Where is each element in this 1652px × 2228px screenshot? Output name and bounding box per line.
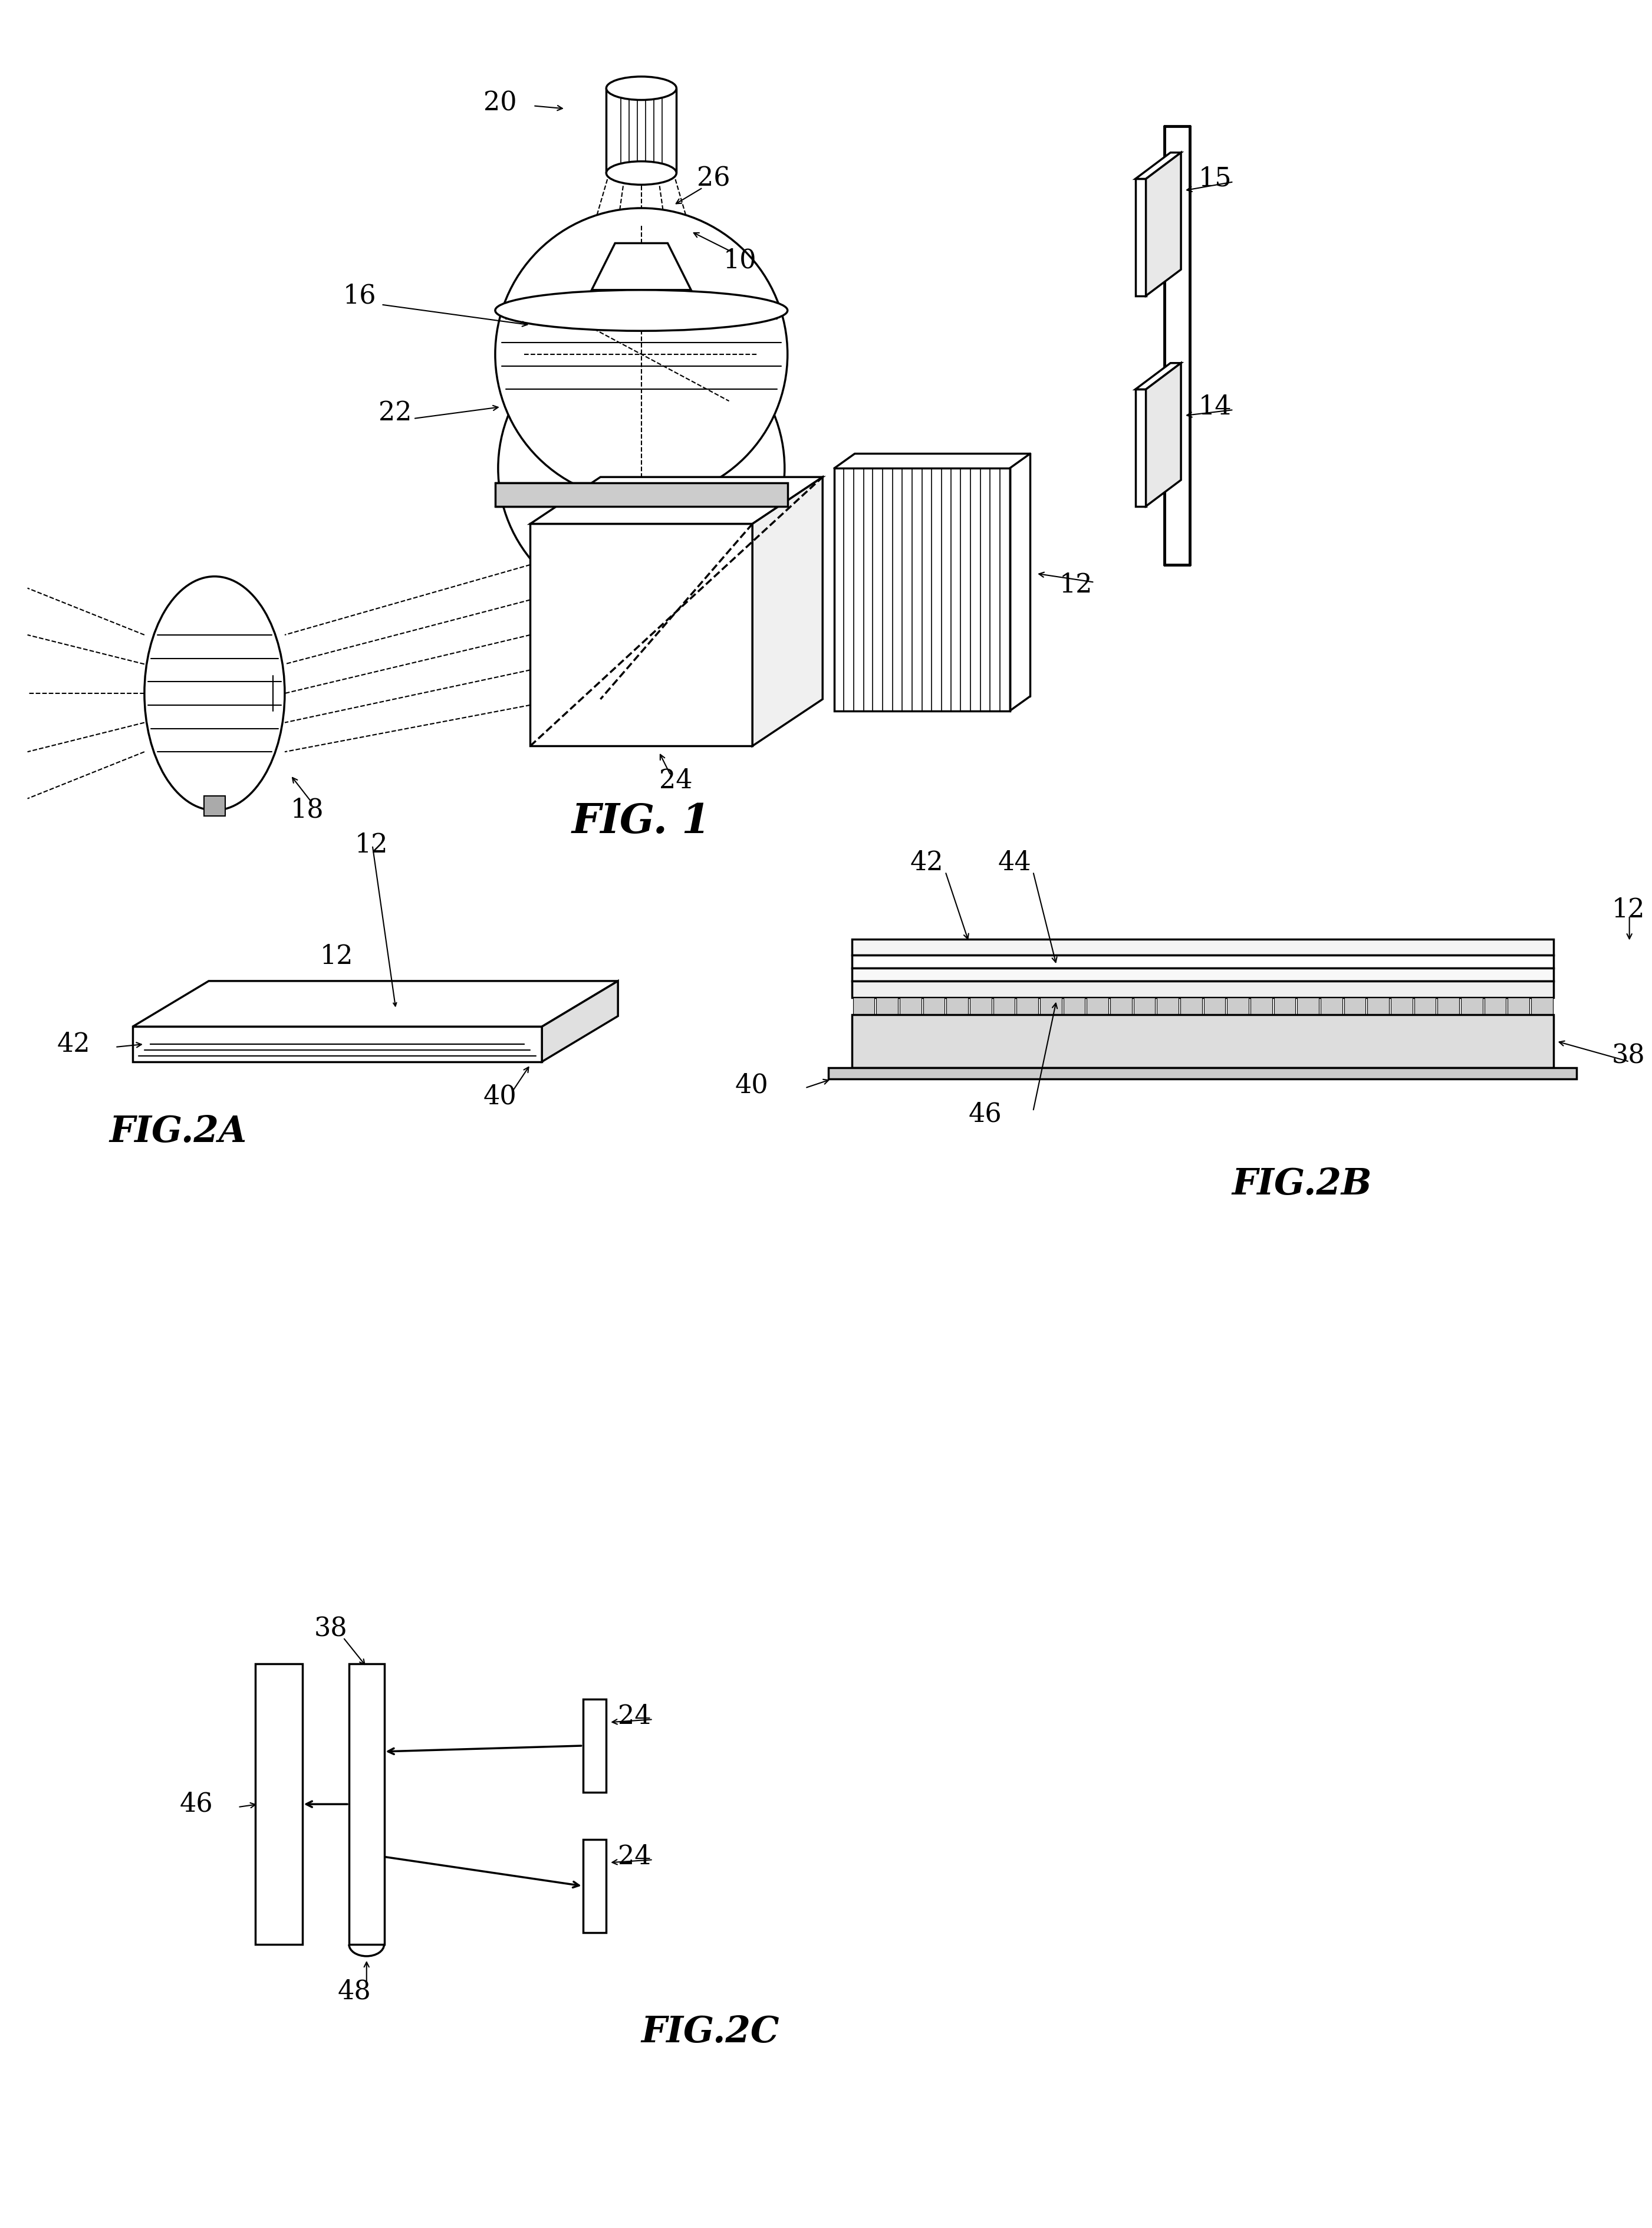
Bar — [205, 795, 225, 815]
Polygon shape — [132, 1027, 542, 1063]
Bar — [1274, 998, 1295, 1016]
Text: 20: 20 — [484, 89, 517, 116]
Bar — [1320, 998, 1343, 1016]
Text: 16: 16 — [344, 283, 377, 307]
Bar — [349, 1664, 385, 1945]
Bar — [1204, 998, 1226, 1016]
Bar — [852, 969, 1553, 980]
Bar — [947, 998, 968, 1016]
Bar — [1251, 998, 1272, 1016]
Bar — [876, 998, 899, 1016]
Bar — [583, 1840, 606, 1932]
Text: 14: 14 — [1198, 394, 1232, 419]
Bar — [1133, 998, 1155, 1016]
Text: 46: 46 — [968, 1101, 1003, 1127]
Bar — [1414, 998, 1436, 1016]
Text: 48: 48 — [337, 1978, 370, 2003]
Text: 44: 44 — [998, 851, 1031, 876]
Text: 15: 15 — [1198, 167, 1232, 192]
Text: 12: 12 — [355, 833, 388, 858]
Bar — [852, 980, 1553, 998]
Bar — [1345, 998, 1366, 1016]
Text: 46: 46 — [180, 1791, 213, 1816]
Bar — [1485, 998, 1507, 1016]
Bar — [852, 1016, 1553, 1067]
Text: 26: 26 — [697, 167, 730, 192]
Text: 40: 40 — [484, 1085, 517, 1110]
Bar — [834, 468, 1009, 711]
Text: FIG.2A: FIG.2A — [109, 1114, 246, 1150]
Text: 24: 24 — [618, 1845, 651, 1869]
Bar — [1064, 998, 1085, 1016]
Text: 12: 12 — [1612, 898, 1645, 922]
Text: 38: 38 — [314, 1615, 347, 1642]
Bar — [1016, 998, 1039, 1016]
Text: 18: 18 — [291, 798, 324, 822]
Bar — [1110, 998, 1132, 1016]
Bar — [923, 998, 945, 1016]
Bar — [970, 998, 991, 1016]
Bar — [852, 956, 1553, 969]
Text: 10: 10 — [724, 247, 757, 274]
Polygon shape — [1146, 363, 1181, 506]
Text: 42: 42 — [56, 1032, 91, 1056]
Text: FIG.2C: FIG.2C — [641, 2014, 780, 2050]
Bar — [1297, 998, 1318, 1016]
Polygon shape — [1135, 152, 1181, 178]
Bar — [1437, 998, 1459, 1016]
Bar — [993, 998, 1014, 1016]
Bar — [496, 483, 788, 506]
Text: 24: 24 — [659, 769, 692, 793]
Polygon shape — [530, 477, 823, 524]
Bar — [1460, 998, 1482, 1016]
Polygon shape — [752, 477, 823, 746]
Ellipse shape — [606, 76, 676, 100]
Bar — [1227, 998, 1249, 1016]
Text: 12: 12 — [320, 945, 354, 969]
Bar — [1368, 998, 1389, 1016]
Bar — [256, 1664, 302, 1945]
Bar — [1135, 390, 1146, 506]
Bar — [1508, 998, 1530, 1016]
Circle shape — [499, 325, 785, 610]
Ellipse shape — [606, 160, 676, 185]
Text: 24: 24 — [618, 1704, 651, 1729]
Bar — [900, 998, 922, 1016]
Bar — [530, 524, 752, 746]
Bar — [1156, 998, 1178, 1016]
Bar — [852, 938, 1553, 956]
Text: 22: 22 — [378, 401, 411, 426]
Bar — [1135, 178, 1146, 296]
Text: FIG. 1: FIG. 1 — [572, 802, 710, 842]
Ellipse shape — [144, 577, 284, 811]
Text: 40: 40 — [735, 1072, 768, 1098]
Text: 42: 42 — [910, 851, 943, 876]
Bar — [1041, 998, 1062, 1016]
Polygon shape — [542, 980, 618, 1063]
Polygon shape — [1135, 363, 1181, 390]
Bar — [1087, 998, 1108, 1016]
Bar — [1181, 998, 1203, 1016]
Polygon shape — [1146, 152, 1181, 296]
Bar — [583, 1700, 606, 1794]
Text: 12: 12 — [1059, 573, 1092, 597]
Circle shape — [496, 207, 788, 501]
Text: 38: 38 — [1612, 1043, 1645, 1069]
Text: FIG.2B: FIG.2B — [1232, 1167, 1371, 1203]
Bar — [852, 998, 874, 1016]
Bar — [1391, 998, 1412, 1016]
Bar — [828, 1067, 1576, 1078]
Ellipse shape — [496, 290, 788, 332]
Polygon shape — [591, 243, 691, 290]
Bar — [1531, 998, 1553, 1016]
Polygon shape — [132, 980, 618, 1027]
